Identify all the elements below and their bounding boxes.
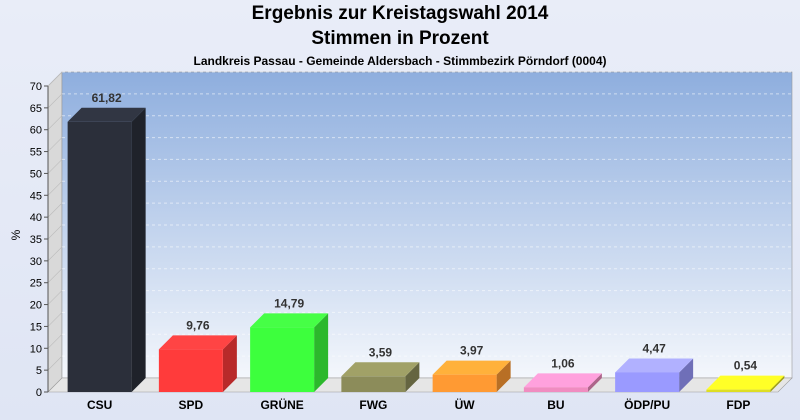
y-tick-label: 30 bbox=[30, 256, 42, 268]
bar-top bbox=[250, 313, 329, 328]
bar-value-label: 3,97 bbox=[460, 344, 484, 358]
bar-top bbox=[432, 360, 511, 375]
bar-side bbox=[587, 373, 602, 392]
bar-front bbox=[615, 372, 680, 392]
bar-side bbox=[314, 313, 329, 392]
y-tick-label: 65 bbox=[30, 103, 42, 115]
grid-line-side bbox=[47, 246, 63, 262]
y-axis-label: % bbox=[9, 229, 23, 240]
bar-fdp: 0,54 FDP bbox=[706, 359, 785, 412]
x-tick-label: GRÜNE bbox=[260, 397, 303, 412]
bar-top bbox=[341, 362, 420, 377]
bar-side bbox=[222, 335, 237, 392]
bar-top bbox=[523, 373, 602, 388]
bar-value-label: 0,54 bbox=[734, 359, 758, 373]
grid-line-side bbox=[47, 202, 63, 218]
bar-top bbox=[67, 107, 146, 122]
y-tick-label: 20 bbox=[30, 300, 42, 312]
bar-side bbox=[496, 360, 511, 392]
grid-line-side bbox=[47, 224, 63, 240]
y-tick-label: 60 bbox=[30, 125, 42, 137]
y-axis: 0 5 10 15 20 25 30 35 40 45 50 55 60 65 70 bbox=[30, 81, 48, 399]
y-tick-label: 5 bbox=[36, 365, 42, 377]
bar-üw: 3,97 ÜW bbox=[432, 344, 511, 412]
bar-top bbox=[615, 358, 694, 373]
grid-line-side bbox=[47, 159, 63, 174]
x-tick-label: BU bbox=[547, 398, 564, 412]
grid-line-side bbox=[47, 93, 63, 109]
bar-top bbox=[706, 375, 785, 390]
bar-side bbox=[679, 358, 694, 392]
y-tick-label: 55 bbox=[30, 147, 42, 159]
chart-caption: Landkreis Passau - Gemeinde Aldersbach -… bbox=[193, 54, 607, 68]
grid-line-side bbox=[47, 268, 63, 283]
x-tick-label: SPD bbox=[179, 398, 204, 412]
bar-side bbox=[770, 375, 785, 392]
y-tick-label: 10 bbox=[30, 343, 42, 355]
bar-front bbox=[158, 349, 223, 392]
x-tick-label: ÜW bbox=[455, 397, 476, 412]
bar-top bbox=[158, 335, 237, 350]
bar-front bbox=[250, 327, 315, 392]
grid-line-side bbox=[47, 334, 63, 349]
bar-value-label: 1,06 bbox=[551, 356, 575, 370]
y-tick-label: 40 bbox=[30, 212, 42, 224]
bars: 61,82 CSU 9,76 SPD 14,79 GRÜNE 3,59 FWG 3,97 ÜW 1,… bbox=[67, 91, 785, 412]
y-tick-label: 15 bbox=[30, 321, 42, 333]
bar-front bbox=[67, 121, 132, 392]
bar-csu: 61,82 CSU bbox=[67, 91, 146, 412]
bar-side bbox=[131, 107, 146, 392]
bar-value-label: 14,79 bbox=[274, 296, 304, 310]
grid-line-side bbox=[47, 71, 63, 87]
x-tick-label: FDP bbox=[726, 398, 750, 412]
y-tick-label: 50 bbox=[30, 168, 42, 180]
bar-side bbox=[405, 362, 420, 392]
grid-line-side bbox=[47, 137, 63, 152]
bar-ödp/pu: 4,47 ÖDP/PU bbox=[615, 341, 694, 412]
bar-spd: 9,76 SPD bbox=[158, 318, 237, 412]
y-tick-label: 70 bbox=[30, 81, 42, 93]
grid-line-side bbox=[47, 290, 63, 305]
grid-line-side bbox=[47, 181, 63, 196]
bar-value-label: 61,82 bbox=[92, 91, 122, 105]
chart-title: Ergebnis zur Kreistagswahl 2014 bbox=[251, 3, 549, 24]
chart-subtitle: Stimmen in Prozent bbox=[311, 28, 489, 49]
bar-front bbox=[341, 376, 406, 392]
y-tick-label: 25 bbox=[30, 278, 42, 290]
bar-grüne: 14,79 GRÜNE bbox=[250, 296, 329, 412]
grid-line-side bbox=[47, 312, 63, 327]
grid-line-side bbox=[47, 115, 63, 130]
grid-line-side bbox=[47, 355, 63, 371]
x-tick-label: ÖDP/PU bbox=[624, 397, 670, 412]
y-tick-label: 45 bbox=[30, 190, 42, 202]
y-tick-label: 35 bbox=[30, 234, 42, 246]
bar-value-label: 3,59 bbox=[369, 345, 393, 359]
bar-bu: 1,06 BU bbox=[523, 356, 602, 412]
bar-value-label: 9,76 bbox=[186, 318, 210, 332]
bar-front bbox=[523, 387, 588, 392]
grid-lines bbox=[47, 71, 792, 371]
bar-front bbox=[432, 374, 497, 392]
y-tick-label: 0 bbox=[36, 387, 42, 399]
bar-fwg: 3,59 FWG bbox=[341, 345, 420, 412]
bar-value-label: 4,47 bbox=[642, 341, 666, 355]
x-tick-label: FWG bbox=[359, 398, 387, 412]
x-tick-label: CSU bbox=[87, 398, 112, 412]
bar-front bbox=[706, 389, 771, 392]
